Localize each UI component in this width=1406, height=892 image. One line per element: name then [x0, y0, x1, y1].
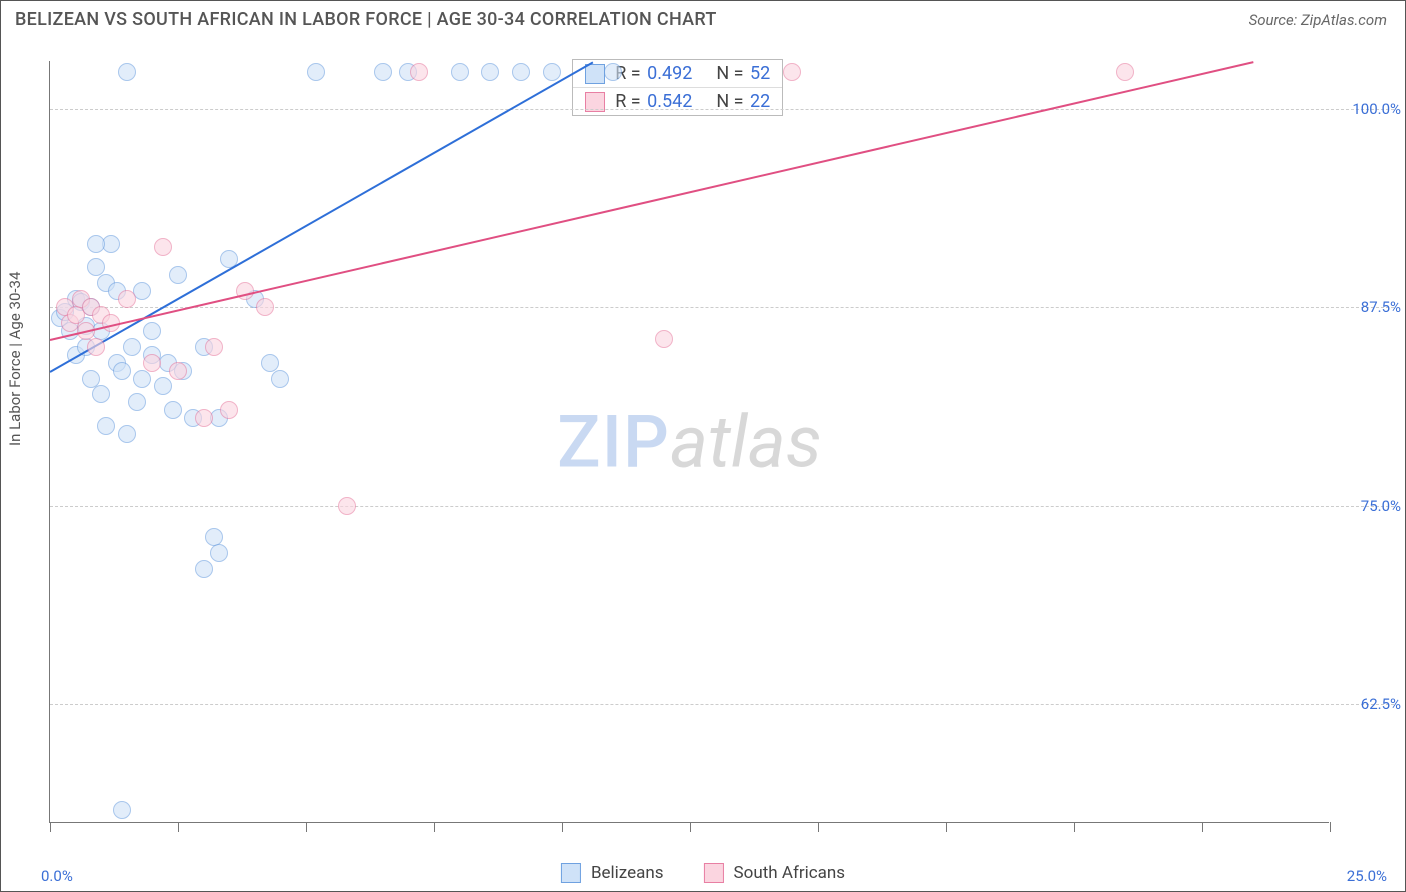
data-point	[87, 258, 105, 276]
x-tick	[562, 822, 563, 832]
x-tick	[1074, 822, 1075, 832]
data-point	[133, 370, 151, 388]
data-point	[87, 235, 105, 253]
y-axis-title: In Labor Force | Age 30-34	[6, 272, 24, 446]
data-point	[113, 362, 131, 380]
data-point	[133, 282, 151, 300]
data-point	[374, 63, 392, 81]
data-point	[195, 560, 213, 578]
data-point	[143, 354, 161, 372]
legend-swatch-icon	[704, 863, 724, 883]
data-point	[1116, 63, 1134, 81]
stats-swatch-icon	[585, 64, 605, 84]
data-point	[512, 63, 530, 81]
y-tick-label: 62.5%	[1361, 695, 1401, 713]
data-point	[97, 417, 115, 435]
x-tick	[306, 822, 307, 832]
data-point	[118, 63, 136, 81]
data-point	[82, 370, 100, 388]
data-point	[195, 409, 213, 427]
watermark-atlas: atlas	[670, 399, 822, 484]
data-point	[481, 63, 499, 81]
x-tick	[178, 822, 179, 832]
data-point	[261, 354, 279, 372]
title-row: BELIZEAN VS SOUTH AFRICAN IN LABOR FORCE…	[1, 1, 1405, 36]
chart-title: BELIZEAN VS SOUTH AFRICAN IN LABOR FORCE…	[15, 9, 717, 30]
legend-label: Belizeans	[591, 863, 664, 883]
data-point	[205, 338, 223, 356]
data-point	[210, 544, 228, 562]
y-tick-label: 87.5%	[1361, 298, 1401, 316]
x-tick	[1202, 822, 1203, 832]
data-point	[655, 330, 673, 348]
data-point	[154, 238, 172, 256]
legend-item-belizeans: Belizeans	[561, 863, 664, 883]
source-attribution: Source: ZipAtlas.com	[1249, 11, 1387, 29]
stat-r-label: R = 0.492	[615, 63, 692, 84]
x-tick	[1330, 822, 1331, 832]
data-point	[128, 393, 146, 411]
data-point	[113, 801, 131, 819]
data-point	[143, 322, 161, 340]
x-axis-origin-label: 0.0%	[41, 867, 73, 885]
data-point	[169, 266, 187, 284]
x-tick	[50, 822, 51, 832]
x-tick	[434, 822, 435, 832]
data-point	[123, 338, 141, 356]
x-tick	[818, 822, 819, 832]
data-point	[543, 63, 561, 81]
data-point	[410, 63, 428, 81]
data-point	[169, 362, 187, 380]
watermark: ZIPatlas	[557, 399, 822, 484]
y-tick-label: 100.0%	[1352, 100, 1401, 118]
x-tick	[690, 822, 691, 832]
data-point	[307, 63, 325, 81]
data-point	[87, 338, 105, 356]
gridline	[50, 704, 1394, 705]
data-point	[220, 401, 238, 419]
gridline	[50, 506, 1394, 507]
gridline	[50, 109, 1394, 110]
data-point	[604, 63, 622, 81]
legend-label: South Africans	[734, 863, 846, 883]
y-tick-label: 75.0%	[1361, 497, 1401, 515]
data-point	[271, 370, 289, 388]
stats-row: R = 0.542N = 22	[573, 87, 782, 115]
data-point	[256, 298, 274, 316]
data-point	[154, 377, 172, 395]
data-point	[92, 385, 110, 403]
data-point	[783, 63, 801, 81]
correlation-stats-box: R = 0.492 N = 52 R = 0.542N = 22	[572, 59, 783, 116]
legend-swatch-icon	[561, 863, 581, 883]
data-point	[118, 425, 136, 443]
data-point	[338, 497, 356, 515]
x-tick	[946, 822, 947, 832]
plot-area: ZIPatlas R = 0.492N = 52R = 0.542N = 22 …	[49, 61, 1329, 823]
data-point	[102, 235, 120, 253]
x-axis-end-label: 25.0%	[1347, 867, 1387, 885]
legend: Belizeans South Africans	[561, 863, 845, 883]
data-point	[164, 401, 182, 419]
data-point	[451, 63, 469, 81]
legend-item-south-africans: South Africans	[704, 863, 846, 883]
watermark-zip: ZIP	[557, 399, 670, 484]
stat-n-label: N = 52	[716, 63, 770, 84]
data-point	[118, 290, 136, 308]
chart-container: BELIZEAN VS SOUTH AFRICAN IN LABOR FORCE…	[0, 0, 1406, 892]
